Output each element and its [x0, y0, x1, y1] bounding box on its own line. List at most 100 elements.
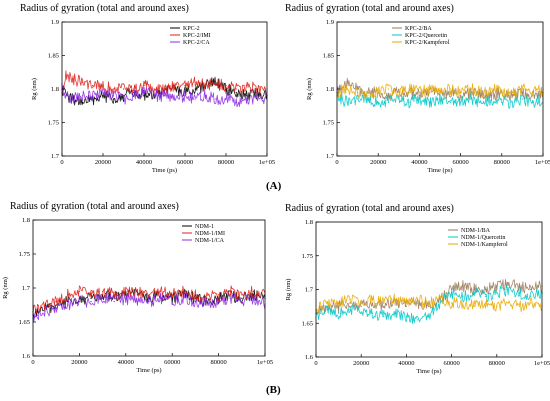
x-tick-label: 40000 [136, 159, 152, 166]
y-tick-label: 1.6 [22, 353, 31, 360]
data-point [204, 95, 207, 97]
data-point [439, 302, 441, 304]
data-point [484, 295, 487, 297]
data-point [229, 290, 231, 292]
x-tick-label: 1e+05 [535, 159, 550, 166]
x-tick-label: 60000 [443, 360, 459, 367]
data-point [112, 95, 114, 97]
data-point [360, 302, 362, 304]
x-tick-label: 0 [60, 159, 63, 166]
y-tick-label: 1.7 [22, 285, 31, 292]
section-label-b: (B) [266, 384, 281, 396]
data-point [340, 91, 342, 93]
chart-title: Radius of gyration (total and around axe… [10, 201, 179, 212]
y-axis-label: Rg (nm) [285, 279, 292, 301]
data-point [439, 299, 441, 301]
data-point [473, 292, 475, 294]
data-point [90, 301, 92, 303]
x-tick-label: 80000 [210, 359, 226, 366]
data-point [194, 301, 196, 303]
data-point [113, 301, 115, 303]
data-point [194, 98, 196, 100]
data-point [511, 101, 513, 103]
data-point [480, 91, 482, 93]
data-point [340, 88, 342, 90]
data-point [67, 294, 69, 296]
y-axis-label: Rg (nm) [31, 78, 38, 100]
data-point [346, 101, 348, 103]
data-point [55, 301, 57, 303]
data-point [518, 292, 520, 294]
data-point [204, 85, 207, 87]
y-tick-label: 1.6 [305, 354, 314, 361]
data-point [338, 312, 340, 314]
data-point [462, 302, 464, 304]
data-point [507, 282, 509, 284]
y-tick-label: 1.7 [305, 287, 314, 294]
series-trace [61, 83, 268, 108]
x-tick-label: 40000 [411, 159, 427, 166]
section-label-a: (A) [266, 180, 282, 192]
data-point [371, 312, 374, 314]
series-ndm-1-kampferol [315, 293, 543, 313]
data-point [340, 98, 342, 100]
data-point [112, 98, 114, 100]
data-point [319, 312, 322, 314]
plot-frame [32, 219, 266, 357]
data-point [511, 91, 513, 93]
data-point [252, 290, 254, 292]
data-point [383, 302, 385, 304]
series-trace [61, 70, 268, 96]
data-point [136, 301, 138, 303]
data-point [171, 294, 173, 296]
data-point [371, 299, 374, 301]
data-point [218, 301, 220, 303]
data-point [507, 302, 509, 304]
data-point [81, 101, 84, 103]
y-tick-label: 1.9 [51, 19, 59, 26]
data-point [245, 98, 248, 100]
y-axis-label: Rg (nm) [306, 78, 313, 100]
data-point [377, 101, 379, 103]
data-point [530, 295, 532, 297]
data-point [206, 297, 208, 299]
data-point [532, 101, 534, 103]
data-point [90, 297, 92, 299]
chart-svg: 0 20000 40000 60000 80000 1e+05 1.7 1.75 1.8 1.85… [306, 19, 550, 174]
data-point [405, 305, 407, 307]
chart-ndm1-ligands: Radius of gyration (total and around axe… [280, 198, 550, 378]
data-point [71, 78, 73, 80]
y-tick-label: 1.65 [302, 320, 313, 327]
data-point [518, 285, 520, 287]
series-trace [315, 279, 543, 315]
data-point [518, 305, 520, 307]
data-point [439, 91, 441, 93]
data-point [490, 98, 493, 100]
data-point [112, 88, 114, 90]
data-point [530, 288, 532, 291]
data-point [78, 290, 80, 292]
data-point [451, 292, 453, 294]
legend-label: NDM-1 [195, 224, 214, 230]
data-point [133, 88, 135, 90]
data-point [102, 85, 104, 87]
data-point [460, 95, 462, 97]
data-point [319, 305, 322, 307]
data-point [532, 91, 534, 93]
data-point [418, 95, 420, 97]
legend-label: KPC-2/CA [183, 40, 210, 46]
chart-svg: 0 20000 40000 60000 80000 1e+05 1.6 1.65 1.7 1.75… [285, 219, 550, 375]
data-point [367, 95, 369, 97]
data-point [451, 302, 453, 304]
data-point [387, 101, 390, 103]
y-tick-label: 1.85 [323, 53, 334, 60]
data-point [418, 98, 420, 100]
data-point [484, 302, 487, 304]
y-axis-label: Rg (nm) [2, 277, 9, 299]
data-point [92, 95, 94, 97]
data-point [125, 290, 127, 292]
legend-label: KPC-2/BA [405, 26, 432, 32]
data-point [143, 85, 145, 87]
data-point [37, 307, 39, 309]
